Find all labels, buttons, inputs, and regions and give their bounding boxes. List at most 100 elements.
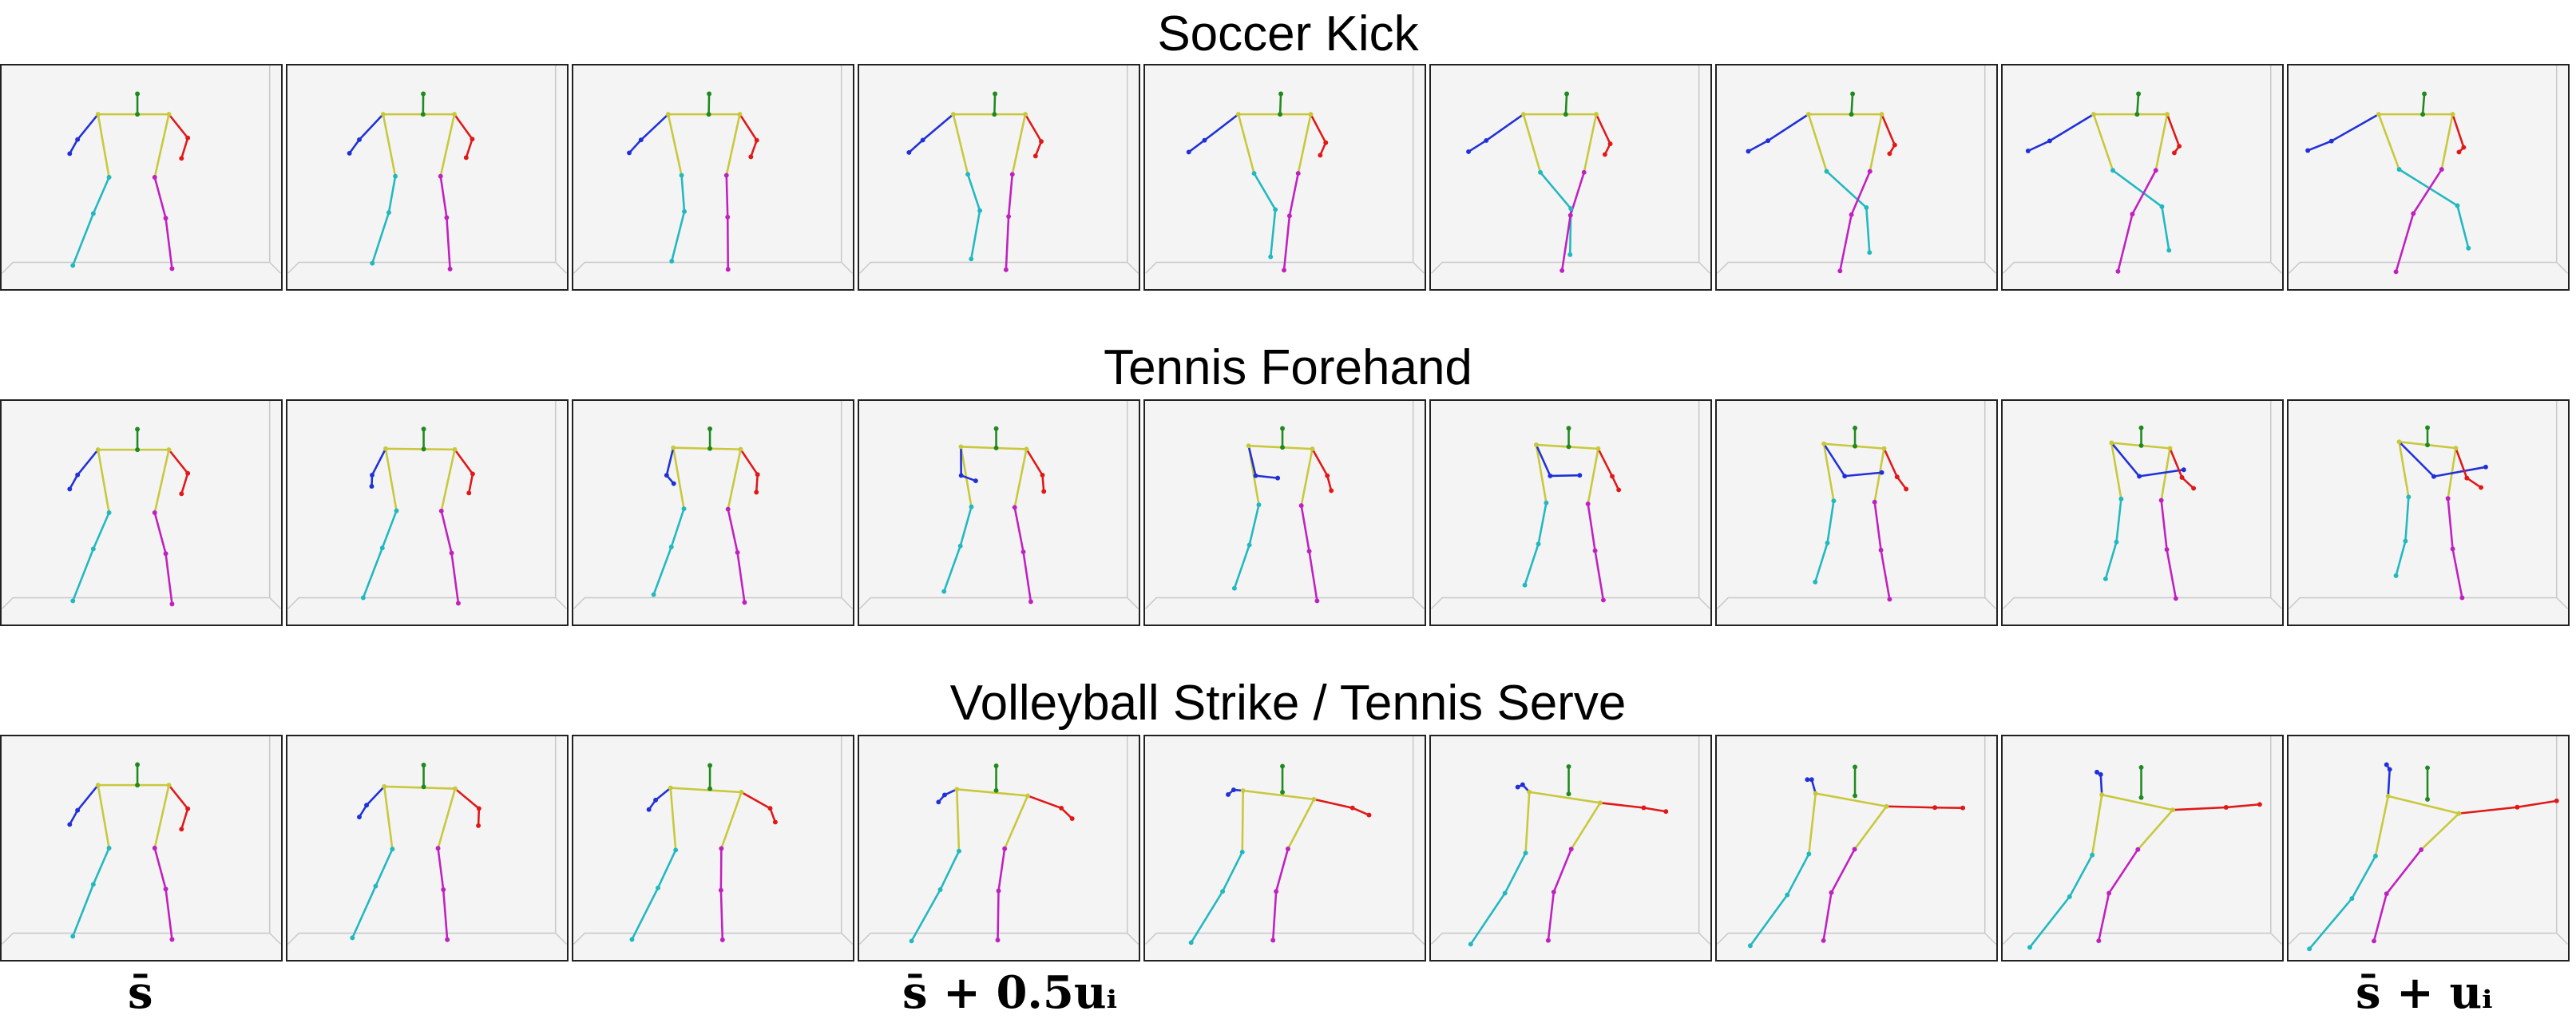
skeleton-figure (1145, 65, 1425, 274)
joint-lft (2466, 245, 2471, 251)
joint-lsh (383, 446, 388, 451)
joint-head (421, 91, 426, 97)
joint-lkn (373, 883, 378, 889)
joint-rhip (2419, 847, 2424, 852)
bone-rkn-rft (2395, 212, 2415, 273)
bone-rsh-rhip (153, 783, 170, 850)
joint-rsh (452, 112, 457, 117)
bone-rel-rwr (769, 807, 777, 823)
joint-rsh (166, 447, 172, 453)
joint-lsh (95, 447, 101, 453)
joint-rsh (2170, 807, 2175, 813)
bone-rhip-rkn (1007, 173, 1014, 218)
skeleton-figure (2003, 65, 2282, 274)
joint-lel (364, 803, 370, 808)
joint-rkn (1849, 212, 1854, 217)
joint-lel (2098, 771, 2103, 777)
bone-lhip-lkn (1826, 499, 1835, 545)
joint-lel (1842, 474, 1848, 479)
joint-lwr (2181, 467, 2186, 473)
joint-lkn (1502, 890, 1508, 896)
joint-rhip (1009, 172, 1015, 177)
joint-lft (350, 935, 355, 941)
bone-rel-rwr (465, 137, 474, 159)
bone-lsh-lel (365, 785, 386, 807)
joint-rhip (723, 172, 729, 178)
joint-neck (420, 112, 426, 117)
bone-lkn-lft (2395, 540, 2407, 577)
bone-lkn-lft (1269, 208, 1277, 258)
bone-neck-head (993, 93, 997, 116)
joint-lkn (1246, 542, 1252, 548)
joint-lkn (386, 210, 391, 216)
joint-rwr (1041, 489, 1047, 494)
joint-lwr (357, 815, 362, 820)
joint-neck (993, 445, 999, 450)
joint-neck (421, 446, 426, 452)
joint-lkn (2067, 894, 2072, 899)
bone-lhip-lkn (387, 175, 397, 214)
joint-rel (185, 135, 191, 141)
joint-head (1853, 764, 1857, 770)
bone-neck-head (1278, 93, 1282, 116)
bone-lsh-lel (2398, 440, 2435, 478)
bone-lsh-lel (1766, 113, 1810, 142)
bone-lsh-rsh (384, 447, 456, 451)
box-edge (1717, 736, 1996, 945)
bone-rhip-rkn (2447, 497, 2454, 550)
bone-lsh-lhip (1524, 791, 1531, 855)
joint-lsh (665, 112, 671, 117)
bone-rsh-rel (1025, 448, 1044, 477)
bone-lkn-lft (1524, 542, 1540, 586)
joint-rwr (1069, 816, 1075, 821)
joint-rwr (179, 156, 184, 161)
pose-panel-volleyball-3 (572, 735, 854, 962)
joint-lhip (1523, 851, 1528, 856)
joint-lhip (2406, 494, 2412, 500)
joint-lhip (2396, 167, 2402, 172)
bone-lsh-lhip (97, 448, 110, 514)
bone-rhip-rkn (1587, 502, 1596, 552)
bone-lel-lwr (348, 138, 361, 155)
joint-rel (1039, 139, 1044, 145)
joint-lft (1231, 585, 1237, 591)
joint-neck (135, 783, 141, 788)
bone-rhip-rkn (2107, 848, 2139, 894)
joint-lwr (1577, 473, 1583, 478)
bone-rsh-rhip (439, 113, 456, 178)
box-edge (287, 736, 567, 945)
bone-rsh-rhip (2440, 113, 2454, 171)
joint-rhip (1002, 846, 1008, 851)
joint-lhip (681, 506, 687, 512)
joint-lsh (1813, 791, 1818, 796)
skeleton-figure (287, 401, 567, 609)
joint-lel (1202, 137, 1207, 143)
joint-lft (2102, 576, 2108, 581)
skeleton-figure (1717, 401, 1996, 609)
skeleton-figure (1431, 401, 1710, 609)
pose-panel-forehand-6 (1429, 399, 1712, 626)
joint-lft (2393, 573, 2399, 578)
bone-lhip-lkn (92, 176, 110, 215)
bone-rsh-rel (454, 787, 481, 810)
skeleton-figure (287, 65, 567, 274)
joint-rsh (1311, 796, 1317, 802)
box-edge (2003, 736, 2282, 945)
joint-lsh (2091, 112, 2096, 117)
joint-lhip (106, 175, 112, 180)
joint-rhip (1568, 847, 1574, 852)
joint-neck (1280, 790, 1285, 795)
bone-lkn-lft (2104, 541, 2118, 581)
joint-rsh (1310, 446, 1315, 452)
pose-panel-forehand-7 (1715, 399, 1998, 626)
joint-neck (2138, 442, 2144, 448)
joint-rwr (1318, 153, 1323, 158)
bone-rhip-rkn (2412, 168, 2443, 215)
bone-rsh-rel (1313, 798, 1354, 809)
bone-lsh-lhip (384, 447, 398, 512)
bone-lhip-lkn (670, 507, 685, 549)
joint-lwr (1226, 792, 1231, 797)
joint-rwr (179, 491, 184, 497)
bone-rel-rwr (1034, 140, 1043, 157)
joint-neck (1566, 444, 1571, 450)
